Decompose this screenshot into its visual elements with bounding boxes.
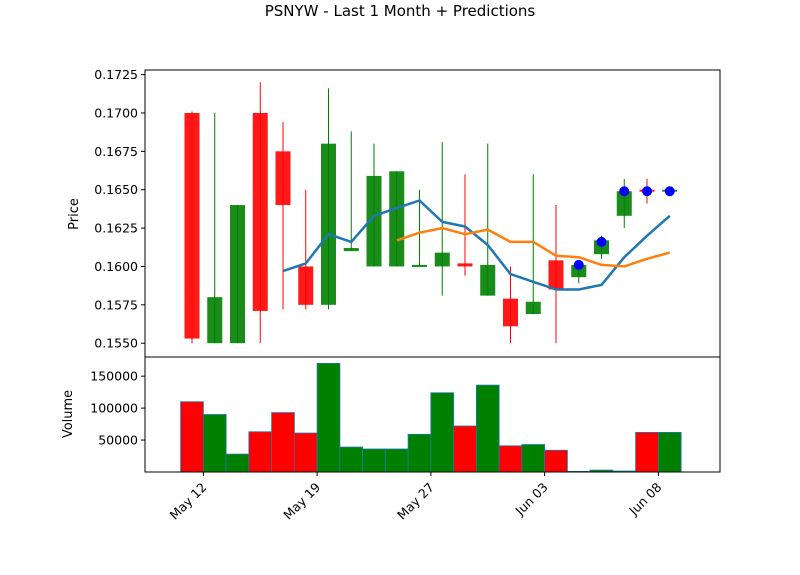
volume-bar-down — [544, 449, 568, 473]
chart-title: PSNYW - Last 1 Month + Predictions — [265, 2, 536, 20]
candle-up — [525, 301, 541, 315]
price-axis-label: Price — [67, 198, 82, 230]
volume-axis-label: Volume — [61, 390, 76, 438]
candle-down — [457, 263, 473, 267]
volume-bar-down — [271, 412, 295, 473]
candle-up — [389, 171, 405, 267]
volume-bar-up — [384, 448, 409, 473]
volume-bar-up — [407, 433, 432, 473]
prediction-point — [619, 186, 630, 197]
volume-bar-up — [430, 392, 455, 473]
prediction-point — [642, 186, 652, 197]
price-y-tick-label: 0.1700 — [94, 105, 138, 120]
candle-up — [616, 191, 632, 216]
volume-bar-up — [475, 384, 500, 473]
price-y-tick-label: 0.1650 — [94, 182, 138, 197]
volume-plot-frame — [144, 356, 721, 473]
candle-up — [343, 248, 359, 252]
volume-bar-down — [453, 425, 477, 473]
volume-y-tick-label: 100000 — [90, 401, 138, 416]
candle-up — [434, 252, 450, 267]
volume-bar-down — [293, 432, 318, 473]
price-y-tick-label: 0.1725 — [94, 67, 138, 82]
candle-up — [230, 205, 245, 344]
candle-up — [480, 264, 496, 296]
price-y-tick-label: 0.1600 — [94, 259, 138, 274]
candle-down — [275, 151, 291, 206]
candle-down — [298, 266, 314, 305]
volume-y-tick-label: 150000 — [90, 369, 138, 384]
candle-up — [366, 175, 382, 267]
price-y-tick-label: 0.1675 — [94, 144, 138, 159]
volume-bar-up — [362, 448, 386, 473]
volume-bar-down — [180, 401, 204, 473]
candle-up — [412, 264, 427, 267]
x-tick-label: Jun 08 — [625, 479, 664, 518]
candle-down — [503, 298, 518, 327]
price-y-tick-label: 0.1550 — [94, 336, 138, 351]
volume-bar-up — [339, 446, 364, 473]
volume-panel: 50000 100000 150000 May 12 May 19 May 27 Jun 0… — [90, 356, 721, 523]
volume-bar-down — [498, 445, 523, 473]
volume-y-tick-label: 50000 — [98, 433, 138, 448]
x-tick-label: May 12 — [167, 480, 210, 523]
volume-bar-up — [657, 431, 682, 473]
candle-down — [252, 112, 268, 311]
x-tick-label: May 19 — [280, 479, 323, 522]
candle-up — [207, 297, 223, 344]
prediction-point — [573, 259, 584, 270]
x-tick-label: Jun 03 — [512, 480, 551, 519]
prediction-point — [596, 236, 607, 247]
volume-bar-up — [316, 362, 341, 473]
volume-bar-up — [202, 414, 227, 473]
prediction-point — [664, 186, 675, 197]
candle-down — [184, 112, 200, 339]
price-y-tick-label: 0.1625 — [94, 221, 138, 236]
moving-average-orange-line — [396, 226, 671, 268]
volume-bar-up — [521, 444, 546, 473]
price-panel: 0.1550 0.1575 0.1600 0.1625 0.1650 0.1675 0.17… — [94, 67, 721, 358]
volume-bar-down — [248, 431, 273, 473]
volume-bar-down — [635, 431, 659, 473]
x-tick-label: May 27 — [394, 480, 437, 523]
candle-down — [548, 260, 564, 290]
candle-up — [321, 143, 336, 305]
volume-bar-up — [225, 453, 250, 473]
price-y-tick-label: 0.1575 — [94, 297, 138, 312]
moving-average-blue-line — [282, 199, 671, 291]
